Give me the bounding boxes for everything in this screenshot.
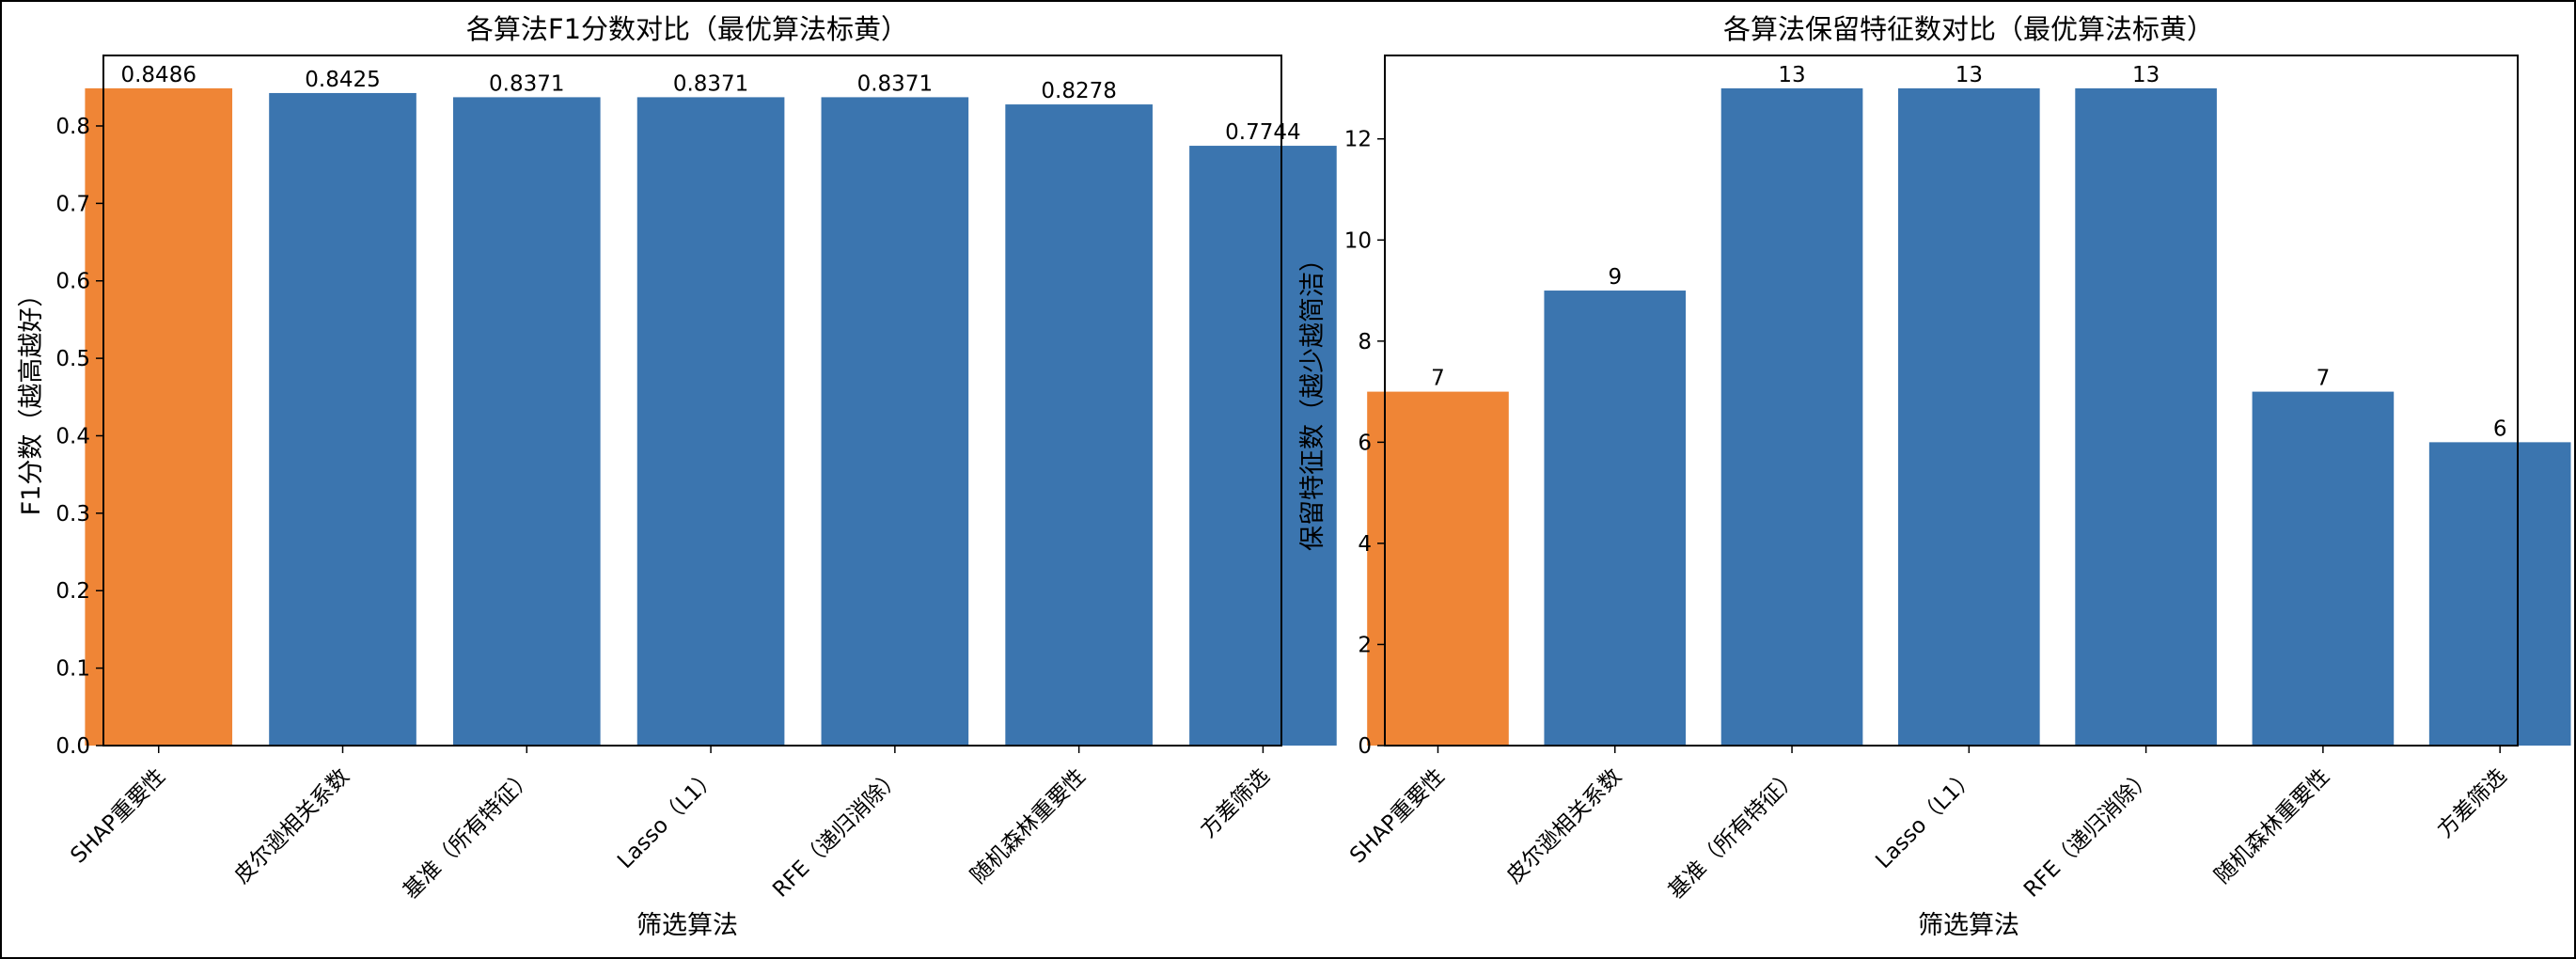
f1-ytick-label: 0.1 bbox=[55, 657, 90, 682]
f1-bar-value-label: 0.8278 bbox=[1041, 79, 1116, 103]
feature-bar bbox=[1898, 87, 2040, 746]
f1-bar bbox=[269, 92, 416, 747]
f1-bar bbox=[85, 87, 233, 747]
feature-chart-title: 各算法保留特征数对比（最优算法标黄） bbox=[1723, 13, 2214, 45]
f1-bar-value-label: 0.8371 bbox=[857, 71, 933, 96]
f1-ytick-label: 0.3 bbox=[55, 502, 90, 527]
f1-bar bbox=[1189, 146, 1337, 746]
feature-bar bbox=[2075, 87, 2217, 746]
feature-ytick-label: 2 bbox=[1358, 633, 1372, 657]
f1-ytick-label: 0.4 bbox=[55, 424, 90, 448]
f1-bar bbox=[636, 97, 785, 746]
f1-bar-value-label: 0.8371 bbox=[673, 71, 748, 96]
f1-chart-xlabel: 筛选算法 bbox=[636, 911, 738, 940]
feature-bar-value-label: 13 bbox=[2132, 63, 2160, 87]
f1-ytick-label: 0.8 bbox=[55, 115, 90, 139]
feature-ytick-label: 6 bbox=[1358, 431, 1372, 455]
feature-ytick-label: 12 bbox=[1344, 128, 1372, 152]
f1-ytick-label: 0.5 bbox=[55, 347, 90, 371]
f1-bar-value-label: 0.8425 bbox=[305, 68, 380, 92]
f1-ytick-label: 0.7 bbox=[55, 192, 90, 216]
feature-ytick-label: 4 bbox=[1358, 532, 1372, 557]
feature-bar-value-label: 13 bbox=[1778, 63, 1805, 87]
f1-chart-title: 各算法F1分数对比（最优算法标黄） bbox=[466, 13, 908, 45]
feature-ytick-label: 10 bbox=[1344, 228, 1372, 253]
f1-bar-value-label: 0.8371 bbox=[489, 71, 564, 96]
f1-ytick-label: 0.6 bbox=[55, 270, 90, 294]
feature-chart-xlabel: 筛选算法 bbox=[1918, 911, 2019, 940]
feature-bar-value-label: 13 bbox=[1956, 63, 1983, 87]
feature-bar bbox=[1544, 291, 1687, 746]
f1-chart-ylabel: F1分数（越高越好） bbox=[17, 282, 46, 516]
feature-bar bbox=[1367, 391, 1509, 746]
f1-ytick-label: 0.2 bbox=[55, 579, 90, 604]
f1-bar bbox=[821, 97, 969, 746]
f1-chart-plot-frame bbox=[102, 55, 1282, 747]
feature-ytick-label: 8 bbox=[1358, 330, 1372, 354]
feature-bar bbox=[1720, 87, 1863, 746]
feature-bar-value-label: 7 bbox=[2317, 367, 2331, 391]
feature-bar-value-label: 6 bbox=[2493, 417, 2507, 441]
feature-bar-value-label: 9 bbox=[1608, 265, 1622, 290]
feature-bar-value-label: 7 bbox=[1431, 367, 1445, 391]
f1-ytick-label: 0.0 bbox=[55, 734, 90, 759]
feature-ytick-label: 0 bbox=[1358, 734, 1372, 759]
feature-bar bbox=[2428, 442, 2571, 746]
feature-chart-plot-frame bbox=[1384, 55, 2519, 747]
feature-chart-ylabel: 保留特征数（越少越简洁） bbox=[1298, 246, 1327, 551]
feature-count-chart: 各算法保留特征数对比（最优算法标黄） 筛选算法 保留特征数（越少越简洁） 7 9 1… bbox=[1298, 13, 2571, 940]
feature-bar bbox=[2252, 391, 2395, 746]
f1-bar bbox=[452, 97, 601, 746]
f1-bar-value-label: 0.7744 bbox=[1225, 120, 1300, 145]
f1-bar bbox=[1005, 104, 1153, 747]
f1-bar-value-label: 0.8486 bbox=[120, 63, 196, 87]
